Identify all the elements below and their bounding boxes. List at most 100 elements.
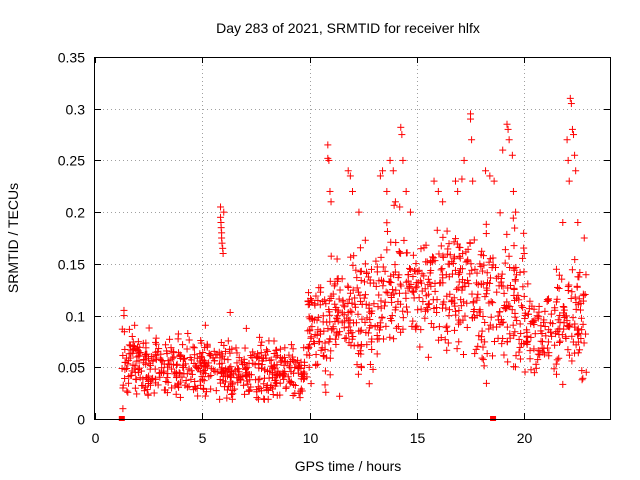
data-point: [134, 338, 142, 346]
data-point: [455, 270, 463, 278]
data-point: [391, 261, 399, 269]
data-point: [336, 392, 344, 400]
data-point: [443, 227, 451, 235]
data-point: [356, 291, 364, 299]
data-point: [576, 268, 584, 276]
data-point: [245, 387, 253, 395]
data-point: [349, 261, 357, 269]
data-point: [165, 360, 173, 368]
data-point: [427, 266, 435, 274]
data-point: [196, 350, 204, 358]
data-point: [471, 350, 479, 358]
data-point: [499, 146, 507, 154]
data-point: [341, 303, 349, 311]
data-point: [480, 362, 488, 370]
data-point: [159, 357, 167, 365]
data-point: [422, 241, 430, 249]
data-point: [565, 177, 573, 185]
data-point: [434, 187, 442, 195]
data-point: [312, 360, 320, 368]
data-point: [572, 299, 580, 307]
data-point: [267, 356, 275, 364]
data-point: [424, 353, 432, 361]
data-point: [345, 295, 353, 303]
data-point: [162, 378, 170, 386]
data-point: [524, 280, 532, 288]
data-point: [551, 341, 559, 349]
data-point: [257, 341, 265, 349]
zero-marker: [490, 416, 497, 421]
data-point: [124, 360, 132, 368]
data-point: [463, 299, 471, 307]
data-point: [225, 364, 233, 372]
data-point: [482, 220, 490, 228]
data-point: [307, 296, 315, 304]
data-point: [127, 349, 135, 357]
data-point: [406, 283, 414, 291]
data-point: [469, 177, 477, 185]
data-point: [571, 293, 579, 301]
data-point: [511, 224, 519, 232]
data-point: [370, 300, 378, 308]
data-point: [482, 230, 490, 238]
data-point: [121, 374, 129, 382]
data-point: [134, 365, 142, 373]
data-point: [571, 151, 579, 159]
data-point: [451, 266, 459, 274]
data-point: [553, 356, 561, 364]
data-point: [273, 371, 281, 379]
data-point: [152, 354, 160, 362]
data-point: [183, 370, 191, 378]
data-point: [366, 360, 374, 368]
data-point: [368, 346, 376, 354]
data-point: [498, 270, 506, 278]
data-point: [321, 339, 329, 347]
data-point: [453, 285, 461, 293]
data-point: [264, 386, 272, 394]
data-point: [478, 327, 486, 335]
data-point: [282, 384, 290, 392]
data-point: [190, 386, 198, 394]
data-point: [220, 355, 228, 363]
data-point: [168, 365, 176, 373]
data-point: [382, 288, 390, 296]
data-point: [573, 282, 581, 290]
data-point: [483, 350, 491, 358]
data-point: [270, 337, 278, 345]
data-point: [423, 304, 431, 312]
data-point: [276, 345, 284, 353]
data-point: [237, 357, 245, 365]
data-point: [443, 322, 451, 330]
data-point: [356, 244, 364, 252]
data-point: [362, 329, 370, 337]
data-point: [183, 345, 191, 353]
data-point: [500, 351, 508, 359]
data-point: [342, 334, 350, 342]
data-point: [415, 266, 423, 274]
data-point: [354, 341, 362, 349]
data-point: [577, 314, 585, 322]
data-point: [479, 356, 487, 364]
data-point: [381, 267, 389, 275]
data-point: [521, 309, 529, 317]
data-point: [517, 329, 525, 337]
data-point: [164, 370, 172, 378]
data-point: [253, 386, 261, 394]
data-point: [512, 208, 520, 216]
data-point: [227, 373, 235, 381]
data-point: [306, 341, 314, 349]
data-point: [548, 332, 556, 340]
data-point: [305, 289, 313, 297]
data-point: [360, 294, 368, 302]
data-point: [553, 283, 561, 291]
x-tick-label: 5: [199, 430, 207, 446]
data-point: [413, 283, 421, 291]
data-point: [171, 368, 179, 376]
data-point: [365, 380, 373, 388]
data-point: [170, 348, 178, 356]
data-point: [256, 333, 264, 341]
data-point: [386, 314, 394, 322]
data-point: [463, 323, 471, 331]
data-point: [357, 326, 365, 334]
data-point: [458, 265, 466, 273]
